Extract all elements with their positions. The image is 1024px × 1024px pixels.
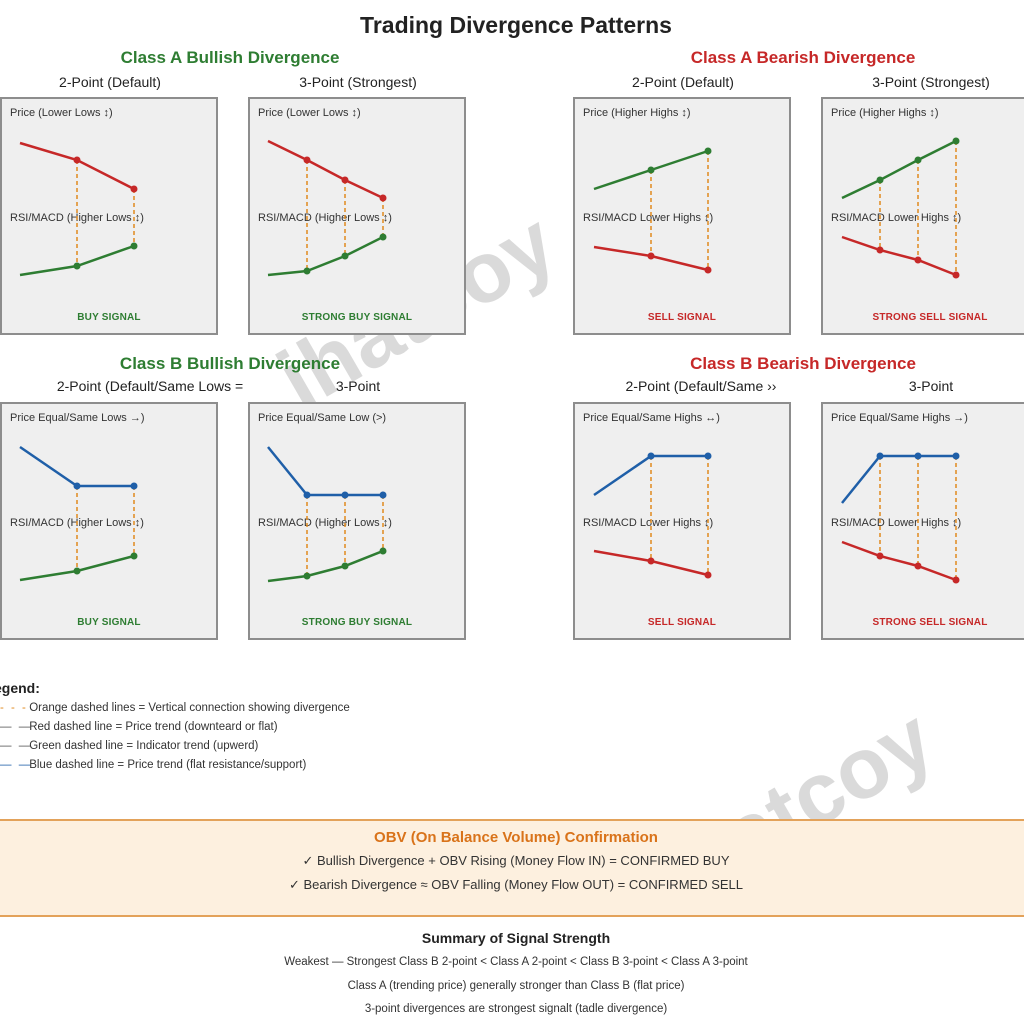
obv-confirmation-box (0, 819, 1024, 917)
class-b-bullish-2point-subtitle: 2-Point (Default/Same Lows = (56, 378, 244, 394)
panel-class-a-bullish-3point: Price (Lower Lows ↕) RSI/MACD (Higher Lo… (248, 97, 466, 335)
legend-item-red: — — Red dashed line = Price trend (downt… (0, 721, 278, 733)
orange-dash-icon: - - - (0, 702, 28, 714)
divergence-diagram (267, 139, 387, 277)
class-a-bullish-title: Class A Bullish Divergence (120, 48, 340, 67)
indicator-label: RSI/MACD (Higher Lows ↕) (258, 517, 392, 529)
price-label: Price (Lower Lows ↕) (258, 107, 361, 119)
signal-label: STRONG BUY SIGNAL (301, 312, 413, 323)
divergence-diagram (593, 147, 712, 274)
class-a-bullish-3point-subtitle: 3-Point (Strongest) (299, 74, 417, 90)
legend-text: Red dashed line = Price trend (downteard… (29, 721, 278, 733)
class-a-bearish-3point-subtitle: 3-Point (Strongest) (872, 74, 990, 90)
indicator-label: RSI/MACD Lower Highs ↕) (583, 517, 714, 529)
panel-class-a-bearish-2point: Price (Higher Highs ↕) RSI/MACD Lower Hi… (573, 97, 791, 335)
price-label: Price Equal/Same Highs ↔) (583, 412, 720, 424)
class-b-bearish-2point-subtitle: 2-Point (Default/Same ›› (625, 378, 777, 394)
class-b-bearish-3point-subtitle: 3-Point (908, 378, 954, 394)
class-b-bearish-title: Class B Bearish Divergence (690, 354, 916, 373)
legend-text: Blue dashed line = Price trend (flat res… (29, 759, 307, 771)
signal-label: STRONG BUY SIGNAL (301, 617, 413, 628)
price-label: Price Equal/Same Low (>) (258, 412, 387, 424)
obv-title: OBV (On Balance Volume) Confirmation (374, 829, 658, 846)
green-dash-icon: — — (0, 740, 33, 752)
class-a-bearish-title: Class A Bearish Divergence (690, 48, 916, 67)
indicator-label: RSI/MACD Lower Highs ↕) (831, 212, 962, 224)
legend-item-green: — — Green dashed line = Indicator trend … (0, 740, 258, 752)
signal-label: BUY SIGNAL (77, 617, 141, 628)
divergence-diagram (593, 452, 712, 579)
red-dash-icon: — — (0, 721, 33, 733)
panel-class-b-bearish-3point: Price Equal/Same Highs →) RSI/MACD Lower… (821, 402, 1024, 640)
blue-dash-icon: — — (0, 759, 33, 771)
divergence-diagram (19, 141, 138, 277)
obv-bullish-line: ✓ Bullish Divergence + OBV Rising (Money… (302, 853, 730, 868)
class-b-bullish-title: Class B Bullish Divergence (119, 354, 341, 373)
summary-title: Summary of Signal Strength (421, 930, 611, 946)
summary-line-1: Weakest — Strongest Class B 2-point < Cl… (284, 956, 748, 968)
indicator-label: RSI/MACD Lower Highs ↕) (831, 517, 962, 529)
summary-line-2: Class A (trending price) generally stron… (347, 980, 685, 992)
panel-class-a-bearish-3point: Price (Higher Highs ↕) RSI/MACD Lower Hi… (821, 97, 1024, 335)
class-a-bearish-2point-subtitle: 2-Point (Default) (632, 74, 734, 90)
signal-label: STRONG SELL SIGNAL (872, 312, 988, 323)
divergence-diagram (841, 452, 960, 584)
signal-label: SELL SIGNAL (647, 312, 717, 323)
signal-label: STRONG SELL SIGNAL (872, 617, 988, 628)
summary-line-3: 3-point divergences are strongest signal… (364, 1003, 668, 1015)
class-b-bullish-3point-subtitle: 3-Point (335, 378, 381, 394)
indicator-label: RSI/MACD (Higher Lows ↕) (258, 212, 392, 224)
price-label: Price (Higher Highs ↕) (583, 107, 691, 119)
price-label: Price (Higher Highs ↕) (831, 107, 939, 119)
price-label: Price Equal/Same Highs →) (831, 412, 968, 424)
divergence-diagram (19, 445, 138, 582)
signal-label: BUY SIGNAL (77, 312, 141, 323)
divergence-diagram (267, 446, 387, 583)
price-label: Price (Lower Lows ↕) (10, 107, 113, 119)
legend-item-blue: — — Blue dashed line = Price trend (flat… (0, 759, 306, 771)
price-label: Price Equal/Same Lows →) (10, 412, 145, 424)
panel-class-b-bearish-2point: Price Equal/Same Highs ↔) RSI/MACD Lower… (573, 402, 791, 640)
legend-title: egend: (0, 680, 40, 696)
indicator-label: RSI/MACD Lower Highs ↕) (583, 212, 714, 224)
signal-label: SELL SIGNAL (647, 617, 717, 628)
legend-text: Orange dashed lines = Vertical connectio… (29, 702, 350, 714)
panel-class-b-bullish-2point: Price Equal/Same Lows →) RSI/MACD (Highe… (0, 402, 218, 640)
panel-class-b-bullish-3point: Price Equal/Same Low (>) RSI/MACD (Highe… (248, 402, 466, 640)
divergence-diagram (841, 137, 960, 279)
class-a-bullish-2point-subtitle: 2-Point (Default) (59, 74, 161, 90)
legend-text: Green dashed line = Indicator trend (upw… (29, 740, 259, 752)
panel-class-a-bullish-2point: Price (Lower Lows ↕) RSI/MACD (Higher Lo… (0, 97, 218, 335)
page-title: Trading Divergence Patterns (360, 12, 672, 38)
obv-bearish-line: ✓ Bearish Divergence ≈ OBV Falling (Mone… (288, 877, 744, 892)
legend-item-orange: - - - Orange dashed lines = Vertical con… (0, 702, 350, 714)
